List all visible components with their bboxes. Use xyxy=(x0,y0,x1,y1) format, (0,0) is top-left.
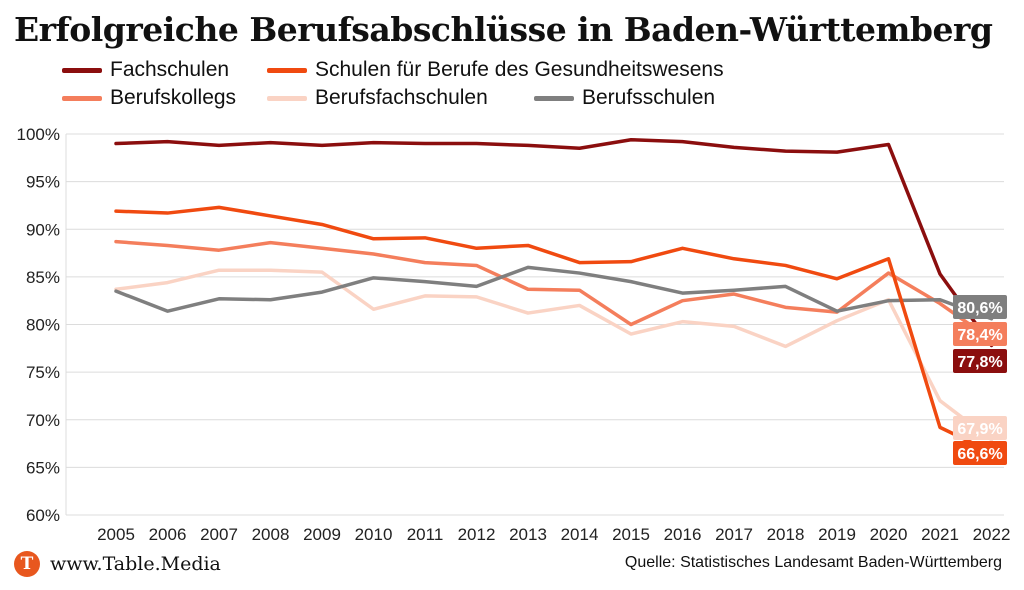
legend-swatch-berufsschulen xyxy=(534,95,574,101)
y-tick-label: 80% xyxy=(26,316,60,335)
end-label-box-2 xyxy=(953,322,1007,346)
legend-swatch-fachschulen xyxy=(62,67,102,73)
footer-brand: T www.Table.Media xyxy=(14,551,221,577)
x-tick-label: 2020 xyxy=(870,525,908,544)
end-label-box-3 xyxy=(953,416,1007,440)
legend-swatch-berufskollegs xyxy=(62,95,102,101)
legend-label-gesundheitswesen: Schulen für Berufe des Gesundheitswesens xyxy=(315,58,724,81)
footer-source: Quelle: Statistisches Landesamt Baden-Wü… xyxy=(624,554,1002,571)
legend-label-berufskollegs: Berufskollegs xyxy=(110,86,237,109)
x-tick-label: 2016 xyxy=(664,525,702,544)
x-tick-label: 2018 xyxy=(767,525,805,544)
legend-item-gesundheitswesen: Schulen für Berufe des Gesundheitswesens xyxy=(267,58,724,82)
y-tick-label: 75% xyxy=(26,363,60,382)
end-label-2: 78,4% xyxy=(957,327,1002,344)
end-label-box-0 xyxy=(953,349,1007,373)
end-label-4: 80,6% xyxy=(957,300,1002,317)
series-line-3 xyxy=(114,268,994,442)
legend-swatch-berufsfachschulen xyxy=(267,95,307,101)
y-tick-label: 70% xyxy=(26,411,60,430)
series-line-2 xyxy=(114,239,994,342)
y-tick-label: 65% xyxy=(26,458,60,477)
x-tick-label: 2011 xyxy=(407,525,444,544)
legend-item-berufskollegs: Berufskollegs xyxy=(62,86,236,110)
x-tick-label: 2022 xyxy=(973,525,1011,544)
x-tick-label: 2007 xyxy=(200,525,238,544)
x-tick-label: 2006 xyxy=(149,525,187,544)
x-tick-label: 2005 xyxy=(97,525,135,544)
end-label-1: 66,6% xyxy=(957,446,1002,463)
y-tick-label: 60% xyxy=(26,506,60,525)
x-tick-label: 2008 xyxy=(252,525,290,544)
series-line-0 xyxy=(114,137,994,348)
legend-item-berufsfachschulen: Berufsfachschulen xyxy=(267,86,488,110)
legend-label-berufsschulen: Berufsschulen xyxy=(582,86,716,109)
x-tick-label: 2017 xyxy=(715,525,753,544)
end-label-box-1 xyxy=(953,441,1007,465)
x-tick-label: 2013 xyxy=(509,525,547,544)
x-tick-label: 2015 xyxy=(612,525,650,544)
table-media-logo-icon: T xyxy=(14,551,40,577)
x-tick-label: 2019 xyxy=(818,525,856,544)
legend-item-fachschulen: Fachschulen xyxy=(62,58,229,82)
series-line-1 xyxy=(114,205,994,454)
y-tick-label: 95% xyxy=(26,173,60,192)
end-label-0: 77,8% xyxy=(957,354,1002,371)
series-line-4 xyxy=(114,265,994,321)
y-tick-label: 85% xyxy=(26,268,60,287)
x-tick-label: 2009 xyxy=(303,525,341,544)
x-tick-label: 2014 xyxy=(561,525,599,544)
y-tick-label: 100% xyxy=(17,125,60,144)
legend-item-berufsschulen: Berufsschulen xyxy=(534,86,715,110)
legend: Fachschulen Schulen für Berufe des Gesun… xyxy=(62,58,962,114)
legend-label-fachschulen: Fachschulen xyxy=(110,58,230,81)
footer-site: www.Table.Media xyxy=(50,553,221,575)
x-tick-label: 2012 xyxy=(458,525,496,544)
legend-label-berufsfachschulen: Berufsfachschulen xyxy=(315,86,488,109)
y-tick-label: 90% xyxy=(26,220,60,239)
end-label-box-4 xyxy=(953,295,1007,319)
legend-swatch-gesundheitswesen xyxy=(267,67,307,73)
x-tick-label: 2010 xyxy=(355,525,393,544)
chart-title: Erfolgreiche Berufsabschlüsse in Baden-W… xyxy=(14,10,993,49)
x-tick-label: 2021 xyxy=(921,525,959,544)
end-label-3: 67,9% xyxy=(957,421,1002,438)
